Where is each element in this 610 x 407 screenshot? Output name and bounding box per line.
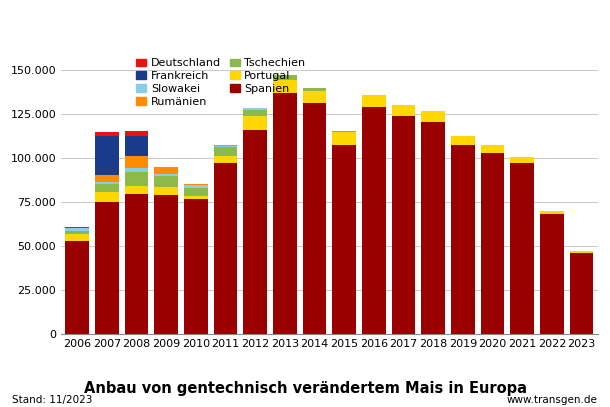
Bar	[214, 164, 237, 334]
Bar	[154, 176, 178, 187]
Bar	[362, 95, 386, 107]
Bar	[332, 132, 356, 144]
Bar	[481, 153, 504, 334]
Bar	[214, 144, 237, 146]
Bar	[95, 202, 119, 334]
Text: Stand: 11/2023: Stand: 11/2023	[12, 395, 93, 405]
Bar	[65, 228, 89, 231]
Text: www.transgen.de: www.transgen.de	[507, 395, 598, 405]
Bar	[362, 107, 386, 334]
Bar	[511, 164, 534, 334]
Bar	[95, 136, 119, 175]
Bar	[214, 156, 237, 164]
Bar	[332, 131, 356, 132]
Bar	[273, 93, 297, 334]
Bar	[65, 241, 89, 334]
Bar	[95, 175, 119, 182]
Bar	[243, 108, 267, 110]
Bar	[273, 80, 297, 93]
Bar	[125, 186, 148, 194]
Bar	[481, 145, 504, 153]
Bar	[125, 194, 148, 334]
Bar	[184, 196, 208, 199]
Bar	[511, 158, 534, 164]
Bar	[570, 251, 594, 253]
Bar	[184, 185, 208, 188]
Bar	[303, 103, 326, 334]
Text: Anbau von gentechnisch verändertem Mais in Europa: Anbau von gentechnisch verändertem Mais …	[84, 381, 526, 396]
Bar	[125, 168, 148, 172]
Bar	[214, 147, 237, 156]
Bar	[154, 174, 178, 176]
Bar	[125, 156, 148, 168]
Bar	[570, 253, 594, 334]
Bar	[95, 193, 119, 202]
Bar	[95, 182, 119, 184]
Bar	[273, 75, 297, 80]
Bar	[214, 146, 237, 147]
Bar	[451, 136, 475, 144]
Bar	[540, 210, 564, 214]
Bar	[154, 187, 178, 195]
Bar	[243, 129, 267, 334]
Legend: Deutschland, Frankreich, Slowakei, Rumänien, Tschechien, Portugal, Spanien: Deutschland, Frankreich, Slowakei, Rumän…	[137, 59, 306, 107]
Bar	[243, 110, 267, 116]
Bar	[125, 131, 148, 136]
Bar	[422, 123, 445, 334]
Bar	[95, 132, 119, 136]
Bar	[332, 144, 356, 334]
Bar	[65, 231, 89, 234]
Bar	[154, 195, 178, 334]
Bar	[243, 116, 267, 129]
Bar	[95, 184, 119, 193]
Bar	[540, 214, 564, 334]
Bar	[65, 234, 89, 241]
Bar	[125, 136, 148, 156]
Bar	[392, 116, 415, 334]
Bar	[154, 167, 178, 174]
Bar	[184, 188, 208, 196]
Bar	[303, 88, 326, 91]
Bar	[184, 184, 208, 185]
Bar	[125, 172, 148, 186]
Bar	[303, 91, 326, 103]
Bar	[184, 199, 208, 334]
Bar	[422, 112, 445, 123]
Bar	[451, 144, 475, 334]
Bar	[392, 105, 415, 116]
